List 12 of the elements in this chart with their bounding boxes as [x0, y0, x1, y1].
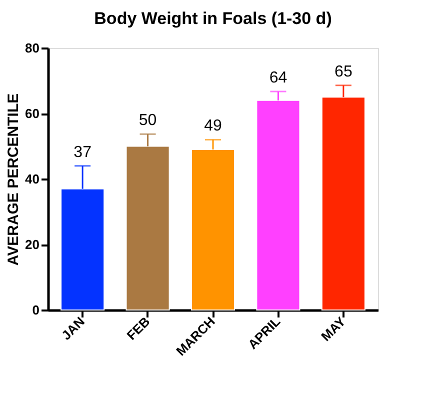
data-label: 65	[334, 63, 352, 80]
y-tick-label: 60	[25, 106, 40, 121]
y-tick-label: 40	[25, 172, 40, 186]
y-tick-label: 80	[25, 40, 40, 56]
chart-title: Body Weight in Foals (1-30 d)	[94, 9, 332, 28]
data-label: 37	[74, 144, 92, 161]
y-tick-label: 20	[25, 237, 40, 252]
data-label: 50	[138, 112, 157, 130]
y-axis-title: AVERAGE PERCENTILE	[5, 93, 22, 266]
data-label: 64	[269, 70, 288, 87]
data-label: 49	[204, 118, 222, 135]
y-tick-label: 0	[32, 302, 40, 318]
